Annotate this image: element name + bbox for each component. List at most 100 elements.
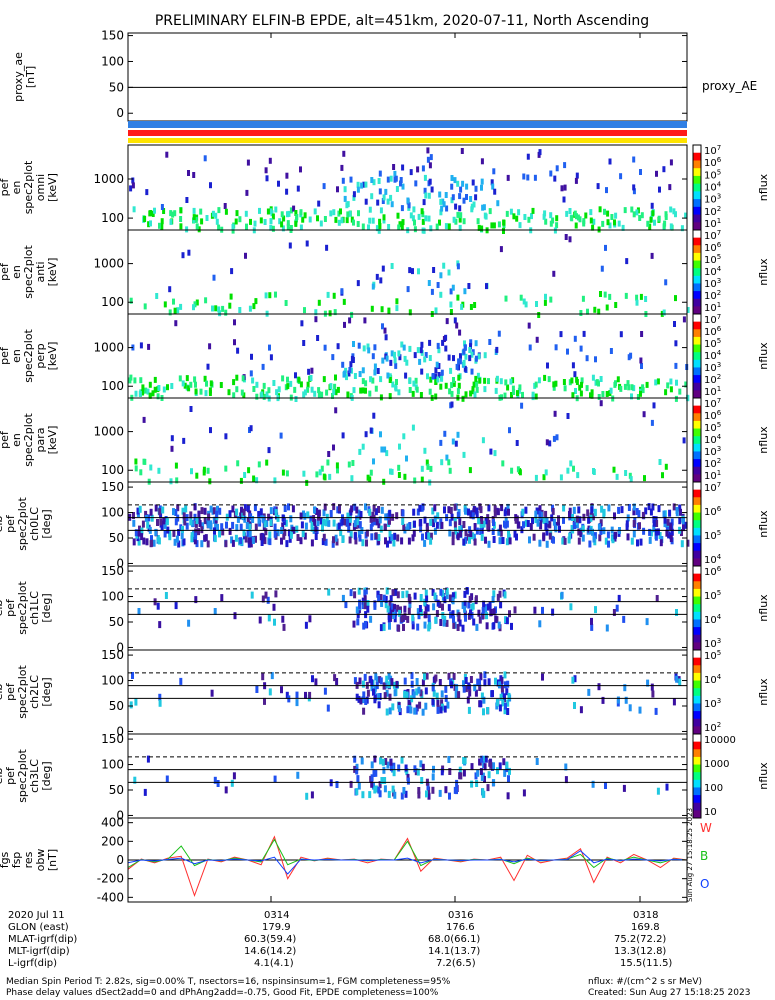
- spectrogram-cell: [506, 384, 510, 391]
- spectrogram-cell: [480, 178, 484, 185]
- spectrogram-cell: [273, 477, 277, 484]
- spectrogram-cell: [212, 274, 216, 281]
- spectrogram-cell: [503, 392, 507, 399]
- pitch-cell: [441, 590, 445, 598]
- spectrogram-cell: [214, 305, 218, 312]
- spectrogram-cell: [440, 369, 444, 376]
- spectrogram-cell: [285, 188, 289, 195]
- spectrogram-cell: [251, 377, 255, 384]
- spectrogram-cell: [458, 216, 462, 223]
- spectrogram-cell: [497, 221, 501, 228]
- pitch-cell: [407, 699, 411, 707]
- spectrogram-cell: [623, 207, 627, 214]
- spectrogram-cell: [419, 392, 423, 398]
- pitch-cell: [632, 503, 636, 511]
- pitch-cell: [299, 512, 303, 520]
- pitch-cell: [506, 792, 510, 800]
- y-axis-label-word: spec2plot: [16, 581, 29, 635]
- spectrogram-cell: [268, 157, 272, 164]
- spectrogram-cell: [379, 431, 382, 438]
- pitch-cell: [474, 595, 478, 603]
- spectrogram-cell: [336, 343, 340, 350]
- spectrogram-cell: [381, 323, 384, 330]
- pitch-cell: [246, 517, 250, 525]
- spectrogram-cell: [379, 277, 383, 284]
- spectrogram-cell: [471, 179, 475, 186]
- pitch-cell: [504, 616, 508, 624]
- pitch-cell: [498, 590, 502, 598]
- pitch-cell: [145, 538, 149, 546]
- pitch-cell: [369, 615, 373, 623]
- pitch-cell: [431, 698, 435, 706]
- colorbar-band: [693, 321, 701, 330]
- spectrogram-cell: [187, 249, 191, 256]
- pitch-cell: [534, 516, 538, 524]
- pitch-cell: [373, 755, 377, 763]
- pitch-cell: [370, 533, 374, 541]
- colorbar-band: [693, 566, 701, 575]
- spectrogram-cell: [452, 216, 456, 223]
- pitch-cell: [456, 624, 460, 631]
- spectrogram-cell: [301, 216, 305, 223]
- pitch-cell: [535, 758, 539, 765]
- pitch-cell: [177, 529, 181, 536]
- pitch-cell: [592, 535, 596, 543]
- pitch-cell: [200, 526, 204, 534]
- pitch-cell: [482, 696, 486, 704]
- pitch-cell: [397, 624, 401, 632]
- footer-row-4-v3: 15.5(11.5): [620, 958, 673, 969]
- pitch-cell: [641, 511, 645, 519]
- spectrogram-cell: [380, 446, 384, 453]
- pitch-cell: [322, 518, 325, 526]
- spectrogram-cell: [638, 215, 642, 221]
- pitch-cell: [382, 623, 386, 631]
- pitch-cell: [432, 603, 436, 611]
- pitch-cell: [184, 505, 188, 513]
- side-note-timestamp: Sun Aug 27 15:18:25 2023: [686, 808, 694, 902]
- pitch-cell: [389, 764, 393, 772]
- spectrogram-cell: [199, 388, 203, 395]
- colorbar-tick: 106: [704, 409, 722, 422]
- spectrogram-cell: [662, 309, 666, 316]
- pitch-cell: [400, 537, 404, 545]
- y-tick-label: 0: [116, 808, 124, 822]
- colorbar-band: [693, 642, 701, 651]
- pitch-cell: [449, 611, 453, 619]
- pitch-cell: [353, 755, 357, 763]
- spectrogram-cell: [372, 412, 376, 419]
- pitch-cell: [499, 529, 503, 537]
- pitch-cell: [479, 768, 483, 775]
- y-tick-label: 150: [101, 648, 124, 662]
- spectrogram-cell: [605, 187, 608, 194]
- pitch-cell: [310, 520, 314, 528]
- pitch-cell: [248, 530, 252, 538]
- pitch-cell: [137, 538, 141, 546]
- spectrogram-cell: [157, 385, 161, 391]
- spectrogram-cell: [580, 377, 584, 384]
- pitch-cell: [462, 685, 466, 693]
- spectrogram-cell: [460, 303, 464, 310]
- pitch-cell: [482, 600, 486, 608]
- spectrogram-cell: [450, 401, 454, 408]
- spectrogram-cell: [342, 150, 346, 157]
- pitch-cell: [391, 703, 395, 711]
- spectrogram-cell: [376, 199, 380, 206]
- spectrogram-cell: [343, 195, 347, 202]
- pitch-cell: [410, 672, 414, 680]
- spectrogram-cell: [352, 191, 356, 198]
- colorbar-band: [693, 734, 701, 743]
- pitch-cell: [276, 514, 280, 522]
- pitch-cell: [310, 791, 314, 799]
- colorbar-band: [693, 756, 701, 766]
- pitch-cell: [682, 517, 685, 525]
- pitch-cell: [503, 509, 507, 517]
- pitch-cell: [443, 506, 446, 514]
- spectrogram-cell: [462, 359, 466, 366]
- spectrogram-cell: [361, 223, 365, 230]
- spectrogram-cell: [185, 375, 189, 382]
- colorbar-band: [693, 413, 701, 422]
- pitch-cell: [388, 707, 392, 715]
- spectrogram-cell: [568, 236, 572, 243]
- pitch-cell: [658, 532, 662, 539]
- colorbar-tick: 103: [704, 445, 721, 458]
